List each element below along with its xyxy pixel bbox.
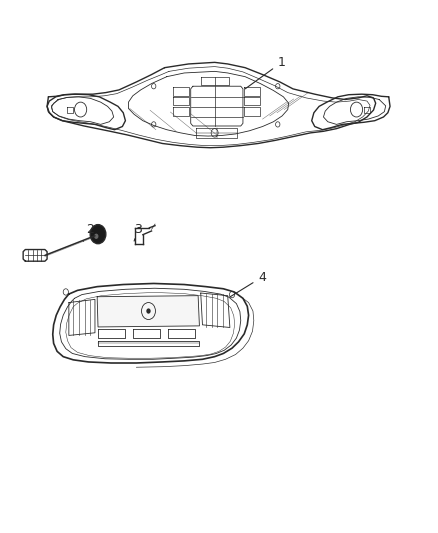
Circle shape (146, 309, 151, 314)
Circle shape (94, 233, 99, 239)
Text: 2: 2 (83, 223, 94, 241)
Polygon shape (97, 296, 199, 327)
Circle shape (90, 224, 106, 244)
Text: 3: 3 (134, 223, 142, 241)
Text: 1: 1 (245, 56, 286, 89)
Text: 4: 4 (230, 271, 266, 297)
